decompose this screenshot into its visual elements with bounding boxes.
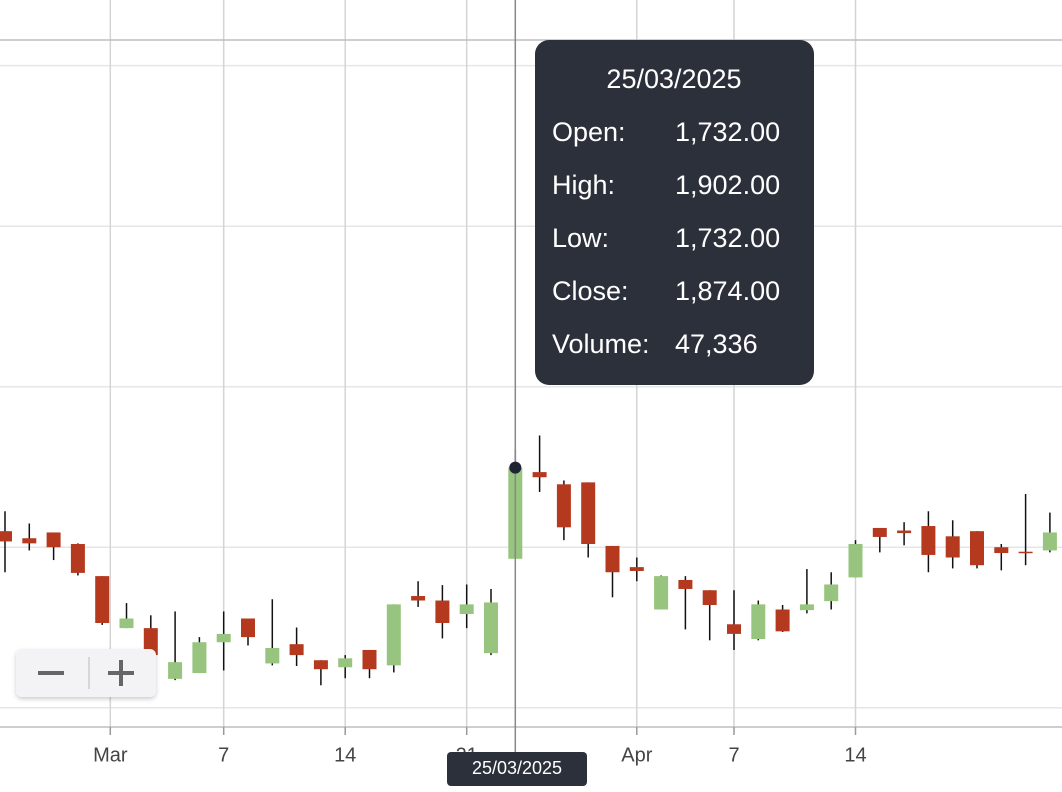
candle-body	[994, 547, 1009, 554]
tooltip-field-value: 1,874.00	[675, 276, 780, 306]
candle-body	[1018, 551, 1033, 554]
candle-body	[1042, 532, 1057, 551]
candle-body	[775, 609, 790, 632]
candle-body	[872, 527, 887, 537]
candle-body	[799, 604, 814, 611]
candle-body	[241, 618, 255, 638]
x-tick-label: 14	[334, 744, 356, 766]
candle-body	[143, 628, 158, 656]
tooltip-field-value: 1,732.00	[675, 223, 780, 253]
candle-body	[654, 576, 669, 610]
hover-point	[509, 461, 522, 474]
crosshair-date: 25/03/2025	[447, 752, 587, 786]
tooltip-field-value: 1,902.00	[675, 170, 780, 200]
tooltip-field-value: 47,336	[675, 329, 758, 359]
tooltip-field-label: High:	[552, 170, 615, 200]
candle-body	[532, 472, 547, 478]
candle-body	[192, 642, 207, 674]
candle-body	[484, 602, 498, 654]
x-tick-label: Apr	[621, 744, 652, 766]
candle-body	[848, 544, 863, 578]
candle-body	[727, 624, 741, 634]
zoom-control	[16, 649, 156, 697]
candle-body	[46, 532, 61, 548]
x-tick-label: 7	[728, 744, 739, 766]
candle-body	[970, 531, 984, 566]
zoom-out-button[interactable]	[18, 651, 88, 695]
candle-body	[678, 579, 693, 589]
candle-body	[629, 567, 644, 571]
candle-body	[459, 604, 474, 614]
candle-body	[216, 633, 231, 643]
candle-body	[313, 660, 328, 670]
candle-body	[119, 618, 134, 629]
candle-body	[386, 604, 401, 666]
zoom-in-button[interactable]	[90, 651, 154, 695]
crosshair-date-label: 25/03/2025	[472, 758, 562, 778]
candle-body	[338, 658, 353, 668]
candles	[0, 435, 1057, 686]
candle-body	[95, 576, 110, 623]
candle-body	[605, 545, 620, 573]
tooltip: 25/03/2025 Open: 1,732.00 High: 1,902.00 Low…	[535, 40, 814, 385]
candle-body	[581, 482, 596, 545]
tooltip-field-value: 1,732.00	[675, 117, 780, 147]
tooltip-field-label: Low:	[552, 223, 609, 253]
candle-body	[168, 662, 183, 679]
candle-body	[435, 600, 450, 623]
candle-body	[362, 649, 377, 670]
candle-body	[897, 530, 912, 534]
candle-body	[289, 644, 304, 656]
candle-body	[265, 648, 280, 664]
candle-body	[945, 536, 960, 558]
tooltip-field-label: Close:	[552, 276, 629, 306]
candle-body	[0, 531, 12, 542]
tooltip-field-label: Open:	[552, 117, 626, 147]
tooltip-title: 25/03/2025	[606, 64, 741, 94]
candle-body	[70, 544, 85, 573]
x-tick-label: 7	[218, 744, 229, 766]
x-tick-label: 14	[844, 744, 866, 766]
candle-body	[824, 584, 839, 602]
tooltip-field-label: Volume:	[552, 329, 650, 359]
candle-body	[921, 526, 936, 555]
candle-body	[22, 538, 37, 544]
candle-body	[556, 484, 571, 528]
tooltip-box	[535, 40, 814, 385]
x-tick-label: Mar	[93, 744, 128, 766]
candle-body	[702, 590, 717, 606]
candle-body	[751, 604, 766, 640]
grid	[0, 0, 1062, 727]
candle-body	[411, 596, 426, 601]
crosshair-date-box	[447, 752, 587, 786]
